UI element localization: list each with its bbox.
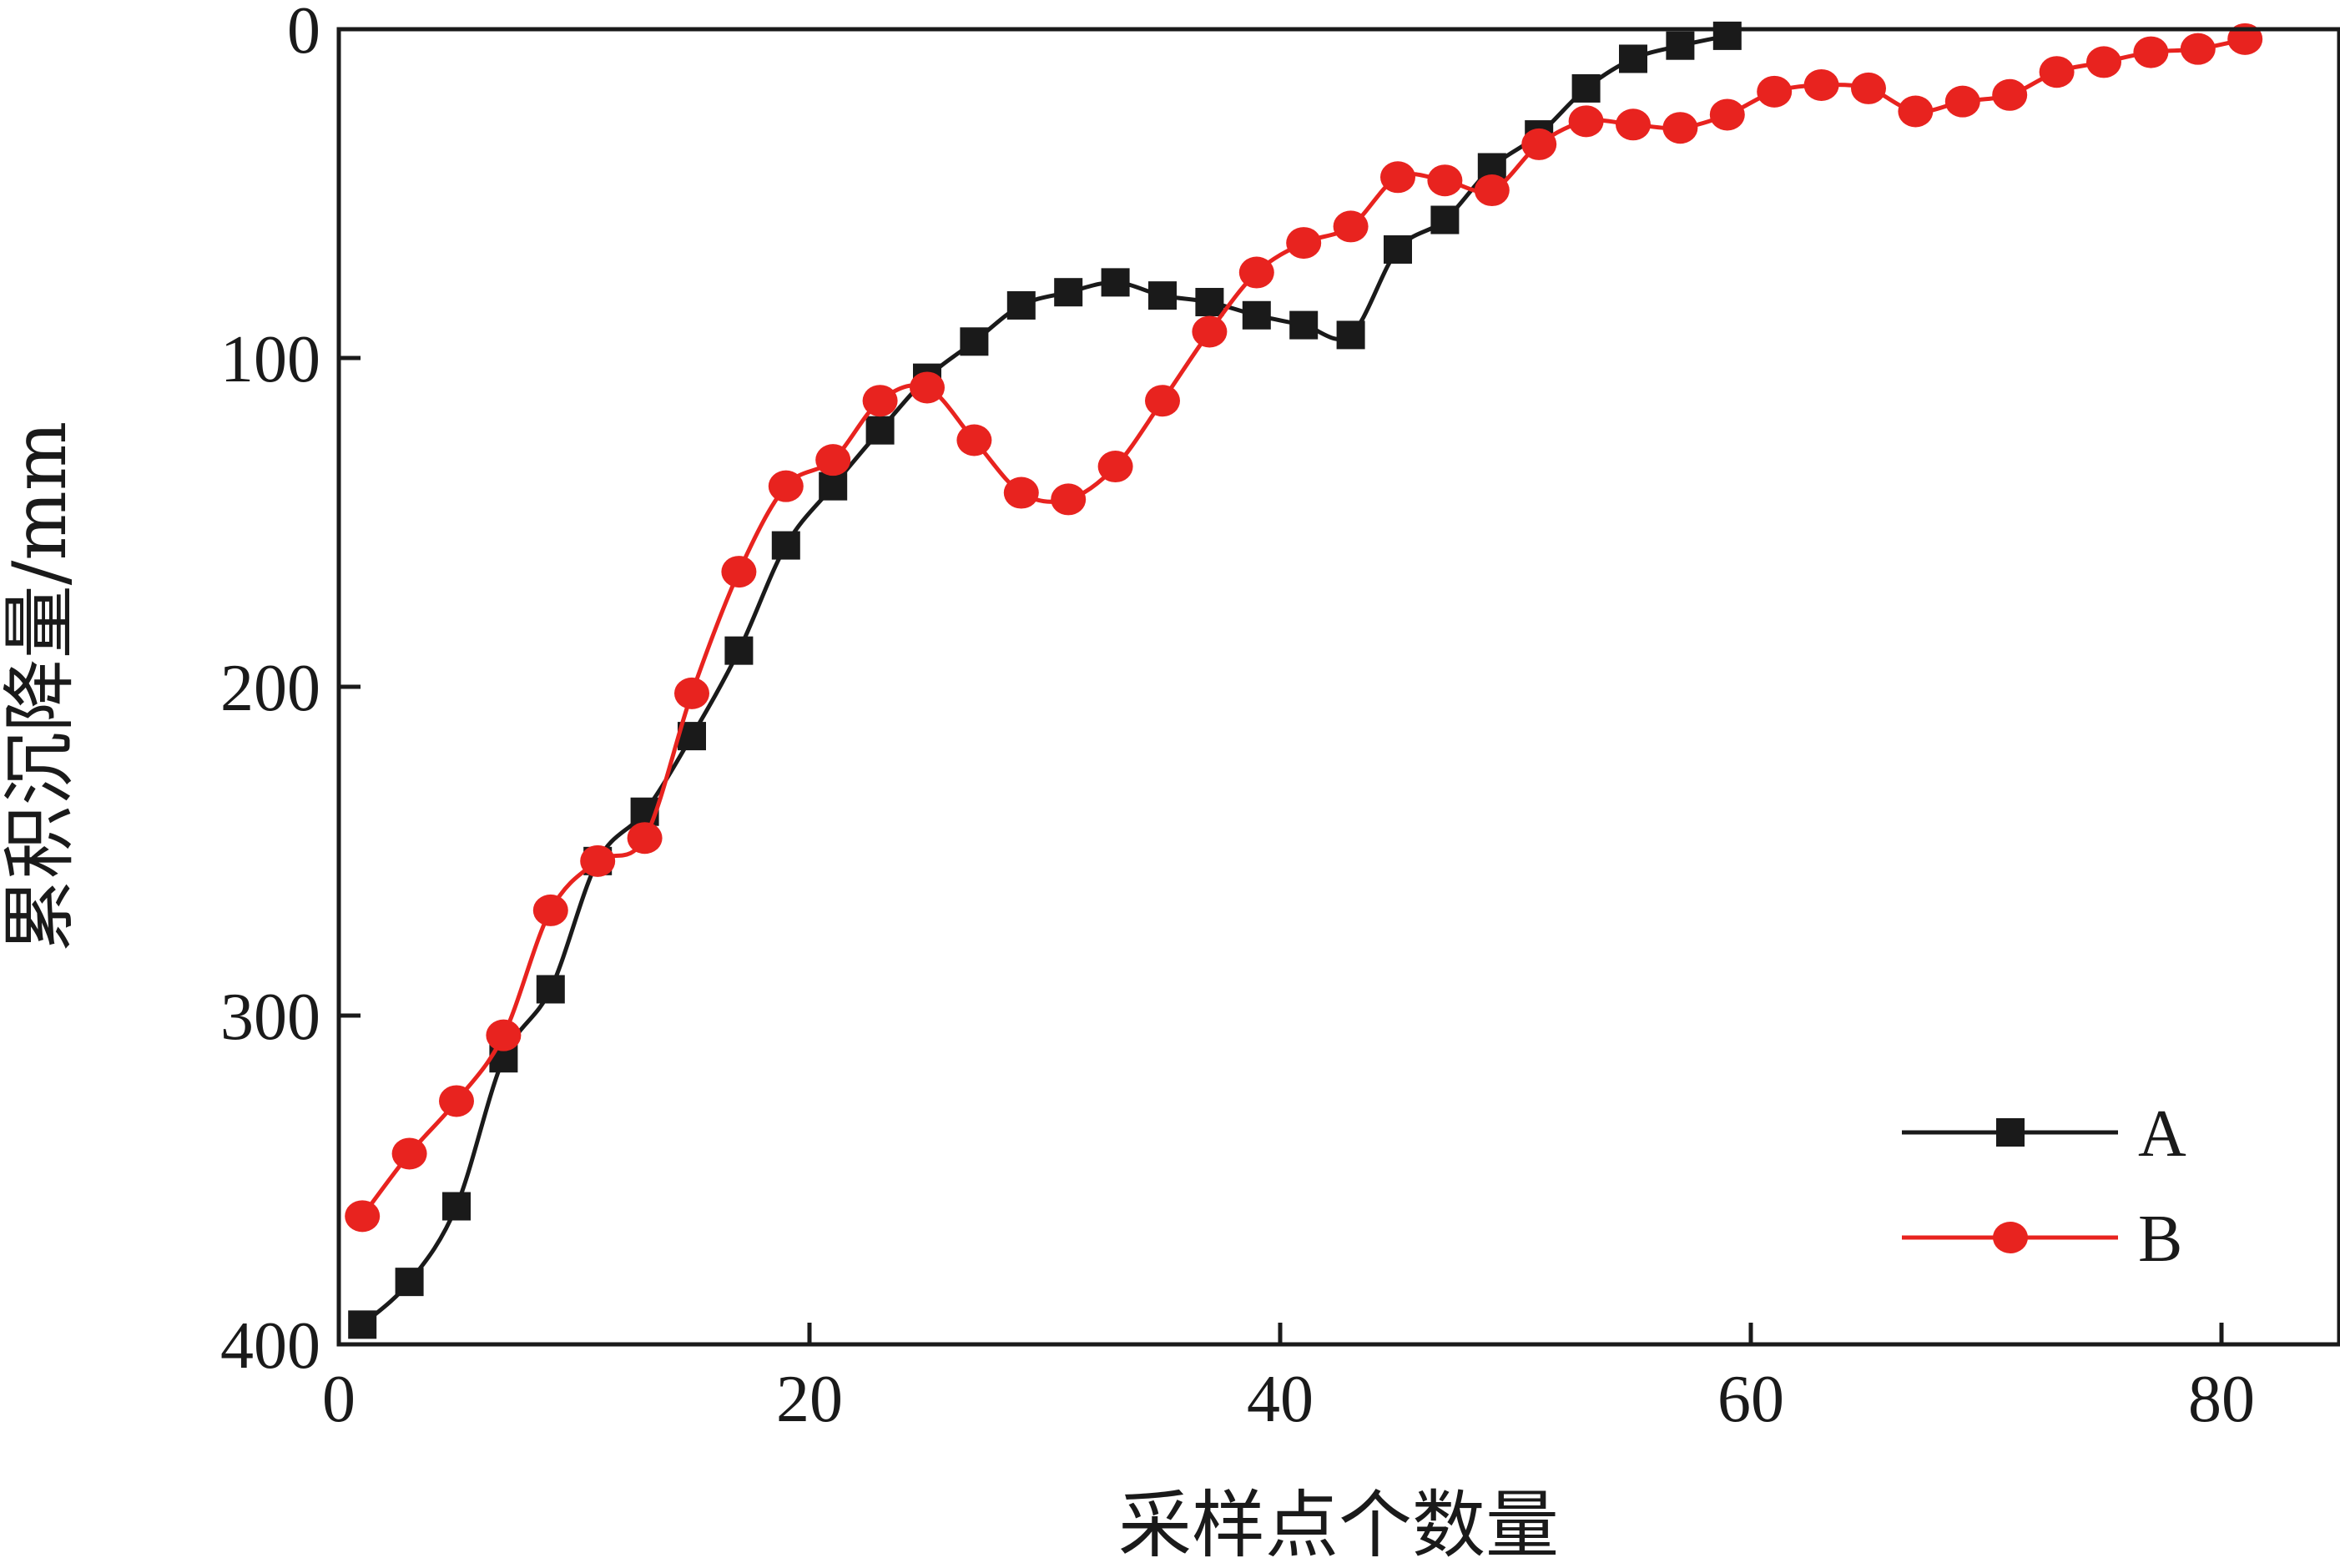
series-b-point: [2086, 46, 2121, 78]
series-b-point: [2039, 56, 2075, 88]
series-b-point: [345, 1200, 381, 1233]
series-a-point: [1101, 268, 1130, 297]
series-b-point: [1521, 128, 1557, 160]
series-b-point: [391, 1137, 427, 1170]
y-tick-label: 300: [220, 981, 320, 1054]
series-b-point: [1380, 161, 1415, 194]
legend-label-a: A: [2138, 1097, 2186, 1171]
series-a-point: [1712, 21, 1742, 50]
series-b-point: [1803, 68, 1839, 101]
series-a-point: [536, 975, 565, 1004]
series-b-point: [1898, 95, 1934, 128]
series-a-point: [1289, 310, 1319, 340]
y-tick-label: 400: [220, 1309, 320, 1383]
series-a-point: [960, 327, 989, 356]
legend-swatch-marker: [1996, 1118, 2025, 1147]
series-a-point: [1619, 44, 1647, 73]
series-b-point: [815, 444, 851, 476]
series-a-line: [361, 33, 1728, 1327]
y-tick-label: 0: [287, 0, 320, 68]
series-b-point: [1286, 227, 1322, 260]
series-a: [348, 21, 1742, 1339]
series-b-point: [910, 371, 945, 404]
series-b-line: [361, 37, 2246, 1218]
series-b-point: [1097, 451, 1133, 483]
series-a-point: [1336, 320, 1365, 350]
series-a-point: [724, 636, 754, 665]
series-b-point: [768, 470, 804, 502]
series-a-point: [1666, 31, 1695, 60]
y-tick-label: 200: [220, 652, 320, 725]
legend-label-b: B: [2138, 1202, 2182, 1276]
series-a-point: [1054, 278, 1083, 307]
series-b-point: [721, 556, 757, 588]
series-b-point: [2133, 36, 2169, 68]
series-a-point: [1195, 288, 1224, 317]
x-tick-label: 80: [2188, 1363, 2255, 1436]
y-axis-title: 累积沉降量/mm: [0, 421, 83, 953]
series-b-point: [1757, 75, 1793, 108]
series-b-point: [1427, 164, 1463, 197]
series-a-point: [1148, 281, 1177, 310]
series-b-point: [580, 845, 616, 877]
x-tick-label: 60: [1717, 1363, 1784, 1436]
series-b-point: [862, 385, 898, 417]
series-b-point: [532, 894, 568, 926]
legend-item-a: A: [1902, 1097, 2186, 1171]
series-a-point: [865, 416, 895, 445]
x-tick-label: 40: [1247, 1363, 1314, 1436]
legend: AB: [1902, 1097, 2186, 1276]
series-layer: [345, 21, 2263, 1339]
series-b-point: [1568, 105, 1604, 138]
series-b-point: [486, 1019, 522, 1051]
series-b-point: [627, 822, 663, 855]
legend-item-b: B: [1902, 1202, 2182, 1276]
series-b-point: [1051, 483, 1087, 516]
series-b-point: [674, 677, 709, 709]
series-a-point: [348, 1310, 377, 1339]
axis-layer: 0 20 40 60 80 0 100 200 300 400: [220, 0, 2255, 1436]
series-b-point: [1333, 210, 1369, 243]
series-a-point: [442, 1192, 471, 1221]
x-tick-label: 0: [322, 1363, 356, 1436]
series-b-point: [439, 1085, 474, 1117]
series-b-point: [1145, 385, 1180, 417]
x-tick-label: 20: [776, 1363, 843, 1436]
series-b-point: [1662, 112, 1698, 144]
series-b: [345, 23, 2263, 1233]
series-b-point: [1851, 72, 1886, 104]
series-b-point: [1192, 315, 1228, 348]
series-a-point: [1242, 300, 1271, 330]
series-b-point: [2180, 33, 2216, 65]
series-b-point: [956, 424, 992, 456]
series-b-point: [1944, 85, 1980, 118]
legend-swatch-marker: [1993, 1222, 2028, 1253]
series-b-point: [1709, 98, 1745, 131]
series-b-point: [1616, 108, 1651, 141]
series-b-point: [1992, 78, 2028, 111]
series-b-point: [1474, 174, 1510, 207]
series-a-point: [771, 531, 800, 560]
series-a-point: [1006, 290, 1036, 320]
series-b-point: [1238, 256, 1274, 289]
series-a-point: [819, 471, 848, 501]
series-a-point: [1571, 73, 1601, 103]
series-a-point: [395, 1268, 424, 1297]
x-axis-title: 采样点个数量: [1118, 1482, 1559, 1568]
series-b-point: [1003, 476, 1039, 509]
series-a-point: [1384, 234, 1412, 264]
y-tick-label: 100: [220, 323, 320, 396]
series-a-point: [1430, 205, 1460, 234]
